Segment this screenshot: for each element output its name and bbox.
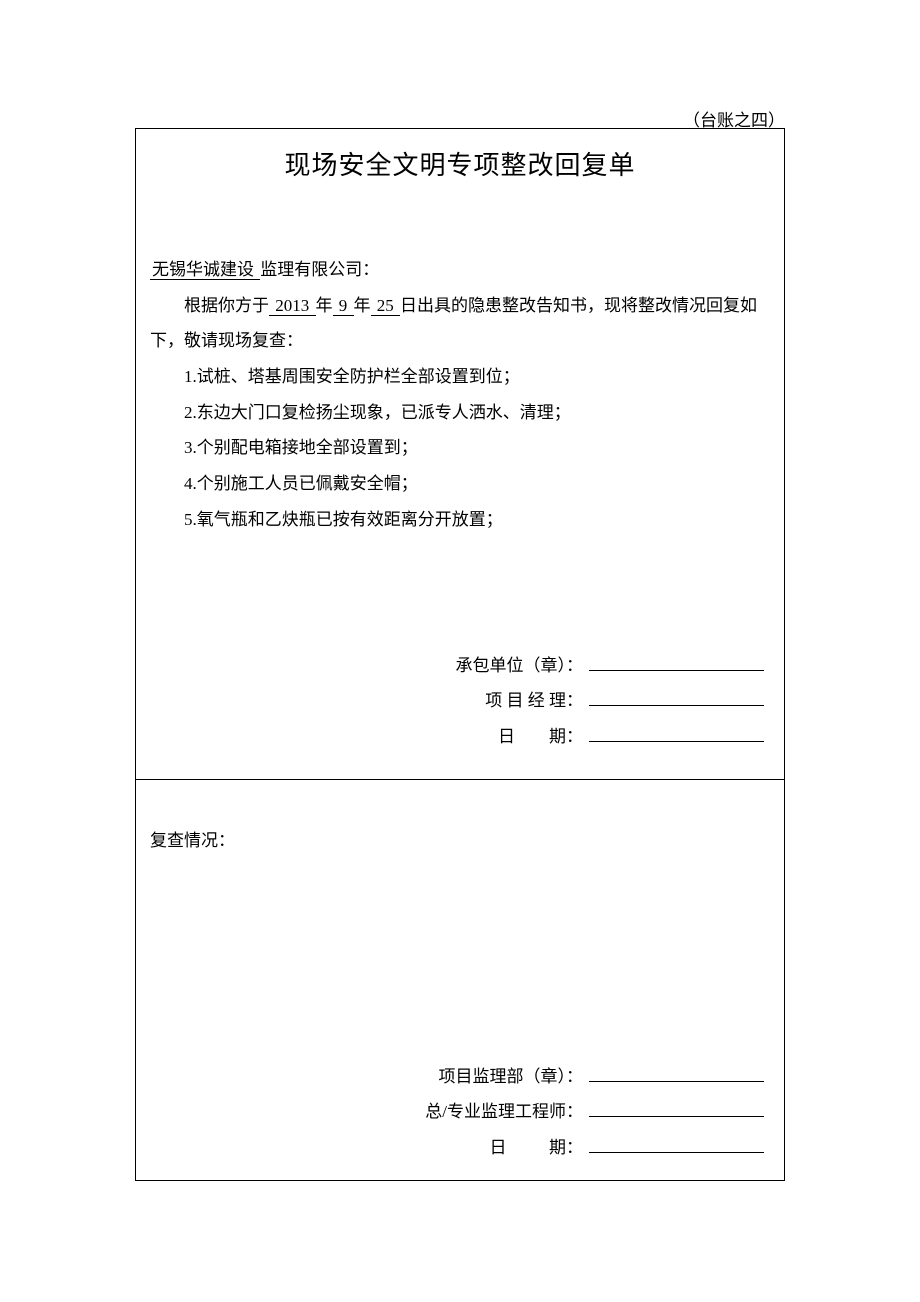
sig-row-supervisor-dept: 项目监理部（章）：: [150, 1059, 770, 1095]
list-item: 2.东边大门口复检扬尘现象，已派专人洒水、清理；: [150, 395, 770, 431]
sig-label: 总/专业监理工程师：: [425, 1094, 583, 1130]
sig-label: 项 目 经 理：: [485, 683, 583, 719]
form-container: 现场安全文明专项整改回复单 无锡华诚建设 监理有限公司： 根据你方于 2013 …: [135, 128, 785, 1181]
year-value: 2013: [269, 296, 316, 316]
month-char: 年: [354, 296, 371, 315]
list-item: 4.个别施工人员已佩戴安全帽；: [150, 466, 770, 502]
sig-label: 日 期：: [490, 1130, 584, 1166]
addressee-company: 无锡华诚建设: [150, 260, 260, 280]
section-review: 复查情况： 项目监理部（章）： 总/专业监理工程师： 日 期：: [136, 780, 784, 1180]
sig-line: [589, 725, 764, 742]
list-item: 1.试桩、塔基周围安全防护栏全部设置到位；: [150, 359, 770, 395]
section-reply: 现场安全文明专项整改回复单 无锡华诚建设 监理有限公司： 根据你方于 2013 …: [136, 129, 784, 780]
intro-prefix: 根据你方于: [184, 296, 269, 315]
sig-line: [589, 1136, 764, 1153]
form-title: 现场安全文明专项整改回复单: [150, 145, 770, 182]
sig-row-contractor-unit: 承包单位（章）：: [150, 648, 770, 684]
sig-row-date: 日 期：: [150, 719, 770, 755]
sig-line: [589, 1065, 764, 1082]
sig-row-chief-engineer: 总/专业监理工程师：: [150, 1094, 770, 1130]
review-label: 复查情况：: [150, 826, 770, 851]
addressee-line: 无锡华诚建设 监理有限公司：: [150, 252, 770, 288]
signature-block-supervisor: 项目监理部（章）： 总/专业监理工程师： 日 期：: [150, 1059, 770, 1166]
month-value: 9: [333, 296, 354, 316]
signature-block-contractor: 承包单位（章）： 项 目 经 理： 日 期：: [150, 648, 770, 755]
sig-row-project-manager: 项 目 经 理：: [150, 683, 770, 719]
list-item: 3.个别配电箱接地全部设置到；: [150, 430, 770, 466]
year-char: 年: [316, 296, 333, 315]
list-item: 5.氧气瓶和乙炔瓶已按有效距离分开放置；: [150, 502, 770, 538]
sig-line: [589, 689, 764, 706]
intro-paragraph: 根据你方于 2013 年 9 年 25 日出具的隐患整改告知书，现将整改情况回复…: [150, 288, 770, 359]
sig-row-date-2: 日 期：: [150, 1130, 770, 1166]
sig-label: 承包单位（章）：: [456, 648, 584, 684]
sig-line: [589, 654, 764, 671]
sig-line: [589, 1100, 764, 1117]
day-value: 25: [371, 296, 401, 316]
addressee-suffix: 监理有限公司：: [260, 260, 379, 279]
sig-label: 项目监理部（章）：: [439, 1059, 584, 1095]
sig-label: 日 期：: [498, 719, 583, 755]
